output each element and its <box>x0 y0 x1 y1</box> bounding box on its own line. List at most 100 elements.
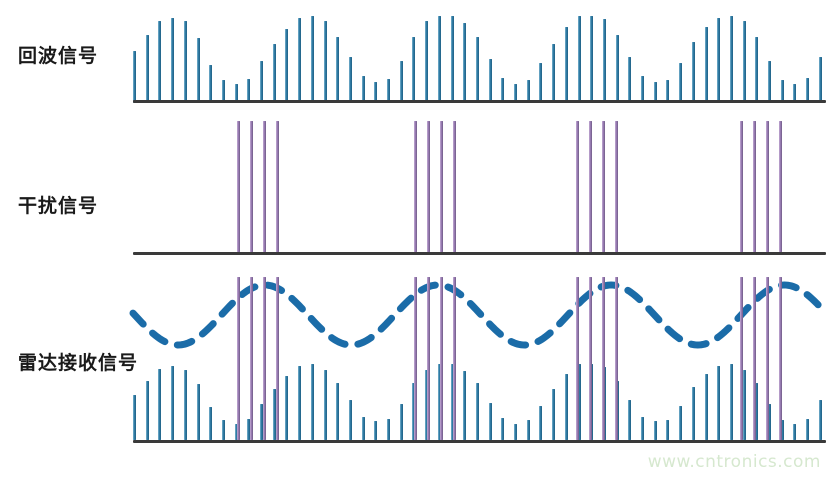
signal-bar <box>691 42 695 103</box>
signal-bar <box>564 27 568 103</box>
signal-bar <box>234 423 238 440</box>
signal-bar <box>272 389 276 440</box>
interference-bar <box>237 121 240 252</box>
signal-bar <box>272 44 276 103</box>
signal-bar <box>221 420 225 440</box>
signal-bar <box>158 21 162 103</box>
interference-bar <box>615 277 618 440</box>
signal-bar <box>133 50 136 103</box>
signal-bar <box>183 21 187 103</box>
signal-bar <box>755 382 759 440</box>
signal-bar <box>323 21 327 103</box>
signal-bar <box>171 17 175 103</box>
signal-bar <box>247 79 251 103</box>
signal-bar <box>260 403 263 440</box>
signal-bar <box>171 366 175 440</box>
signal-bar <box>425 21 429 103</box>
interference-bar <box>250 277 253 440</box>
interference-bar <box>250 121 253 252</box>
signal-bar <box>310 15 314 103</box>
signal-bar <box>818 57 822 103</box>
signal-bar <box>412 382 416 440</box>
signal-bar <box>145 380 149 440</box>
signal-bar <box>602 19 606 103</box>
baseline-jamming-signal <box>133 252 826 255</box>
signal-bar <box>425 369 429 440</box>
signal-bar <box>399 403 403 440</box>
interference-bar <box>589 121 592 252</box>
signal-bar <box>196 38 200 103</box>
signal-bar <box>260 61 263 103</box>
interference-bar <box>740 277 743 440</box>
signal-bar <box>361 416 365 440</box>
signal-bar <box>615 34 619 103</box>
signal-bar <box>234 84 238 103</box>
signal-bar <box>285 376 289 440</box>
signal-bar <box>526 420 530 440</box>
interference-bar <box>414 121 417 252</box>
signal-bar <box>247 419 251 440</box>
signal-bar <box>196 383 200 440</box>
signal-bar <box>653 421 657 440</box>
signal-bar <box>717 366 721 440</box>
signal-bar <box>717 17 721 103</box>
signal-bar <box>818 400 822 440</box>
signal-bar <box>564 374 568 440</box>
interference-bar <box>237 277 240 440</box>
signal-bar <box>488 402 492 440</box>
signal-bar <box>298 366 302 440</box>
signal-bar <box>450 15 454 103</box>
panel-label-radar-received-signal: 雷达接收信号 <box>18 352 139 374</box>
signal-bar <box>526 80 530 103</box>
signal-bar <box>729 364 733 440</box>
plot-area-jamming-signal <box>133 115 826 252</box>
signal-bar <box>488 59 492 103</box>
signal-bar <box>806 78 810 103</box>
interference-bar <box>440 277 443 440</box>
plot-area-echo-signal <box>133 0 826 103</box>
interference-bar <box>263 277 266 440</box>
signal-bar <box>475 36 479 103</box>
signal-bar <box>437 364 441 440</box>
signal-bar <box>729 15 733 103</box>
interference-bar <box>589 277 592 440</box>
signal-bar <box>780 80 784 103</box>
signal-bar <box>323 369 327 440</box>
interference-bar <box>453 277 456 440</box>
interference-bar <box>276 121 279 252</box>
site-watermark: www.cntronics.com <box>647 452 821 472</box>
interference-bar <box>263 121 266 252</box>
signal-bar <box>641 416 644 440</box>
signal-bar <box>209 407 213 440</box>
interference-bar <box>602 121 605 252</box>
signal-bar <box>653 82 657 103</box>
signal-bar <box>133 394 136 440</box>
signal-bar <box>577 15 581 103</box>
signal-bar <box>755 36 759 103</box>
interference-bar <box>766 121 769 252</box>
interference-bar <box>453 121 456 252</box>
interference-bar <box>779 121 782 252</box>
signal-bar <box>475 382 479 440</box>
signal-bar <box>412 36 416 103</box>
signal-bar <box>666 420 670 440</box>
interference-bar <box>766 277 769 440</box>
signal-bar <box>552 44 556 103</box>
signal-bar <box>514 423 517 440</box>
plot-area-radar-received-signal <box>133 270 826 440</box>
signal-bar <box>806 419 810 440</box>
signal-bar <box>590 15 594 103</box>
interference-bar <box>414 277 417 440</box>
signal-bar <box>209 65 213 103</box>
panel-echo-signal: 回波信号 <box>0 0 839 115</box>
signal-bar <box>577 364 581 440</box>
signal-bar <box>336 382 340 440</box>
signal-bar <box>450 364 454 440</box>
signal-bar <box>691 387 695 440</box>
signal-bar <box>793 84 797 103</box>
signal-bar <box>539 405 543 440</box>
signal-bar <box>539 63 543 103</box>
panel-radar-received-signal: 雷达接收信号 <box>0 270 839 450</box>
signal-bar <box>387 419 390 440</box>
